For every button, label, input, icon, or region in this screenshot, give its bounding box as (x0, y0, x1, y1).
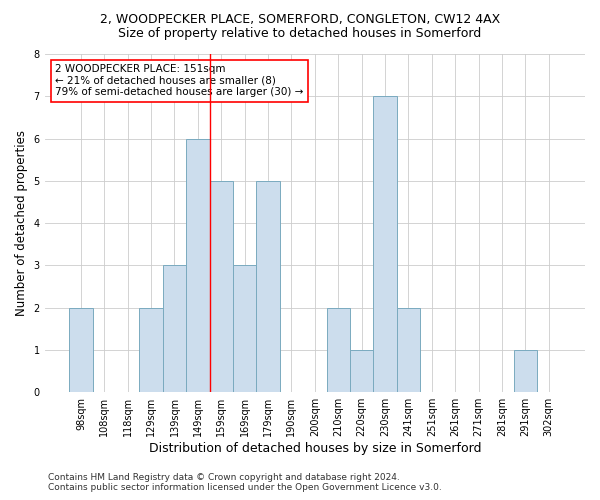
Text: 2 WOODPECKER PLACE: 151sqm
← 21% of detached houses are smaller (8)
79% of semi-: 2 WOODPECKER PLACE: 151sqm ← 21% of deta… (55, 64, 304, 98)
Bar (186, 138, 209, 392)
Bar (514, 350, 537, 392)
Bar (163, 266, 186, 392)
Text: Size of property relative to detached houses in Somerford: Size of property relative to detached ho… (118, 28, 482, 40)
Y-axis label: Number of detached properties: Number of detached properties (15, 130, 28, 316)
Bar (69, 308, 92, 392)
Bar (326, 308, 350, 392)
Bar (350, 350, 373, 392)
X-axis label: Distribution of detached houses by size in Somerford: Distribution of detached houses by size … (149, 442, 481, 455)
Bar (397, 308, 420, 392)
Bar (139, 308, 163, 392)
Text: Contains HM Land Registry data © Crown copyright and database right 2024.
Contai: Contains HM Land Registry data © Crown c… (48, 473, 442, 492)
Bar (209, 181, 233, 392)
Text: 2, WOODPECKER PLACE, SOMERFORD, CONGLETON, CW12 4AX: 2, WOODPECKER PLACE, SOMERFORD, CONGLETO… (100, 12, 500, 26)
Bar (233, 266, 256, 392)
Bar (373, 96, 397, 392)
Bar (256, 181, 280, 392)
